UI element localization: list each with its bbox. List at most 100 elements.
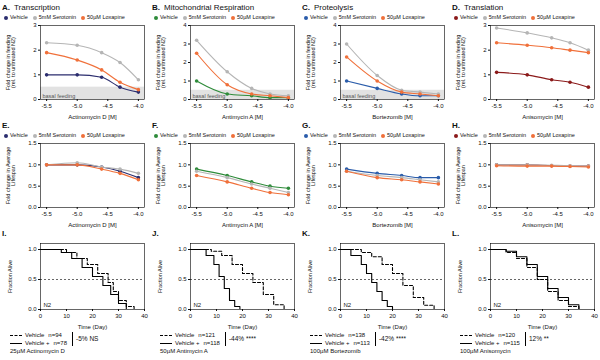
svg-text:0.0: 0.0 <box>178 306 187 312</box>
svg-text:0.5: 0.5 <box>178 183 187 189</box>
svg-text:-5.5: -5.5 <box>491 211 502 217</box>
svg-text:4: 4 <box>183 22 187 28</box>
svg-text:Time (Day): Time (Day) <box>78 324 107 330</box>
svg-text:Fold change in AverageLifespan: Fold change in AverageLifespan <box>155 147 167 205</box>
svg-text:1.0: 1.0 <box>478 246 487 252</box>
svg-text:N2: N2 <box>44 302 52 308</box>
svg-text:Time (Day): Time (Day) <box>378 324 407 330</box>
svg-text:Fraction Alive: Fraction Alive <box>457 260 463 293</box>
svg-text:-4.0: -4.0 <box>133 211 144 217</box>
svg-text:-4.5: -4.5 <box>103 103 114 109</box>
svg-text:2: 2 <box>33 47 37 53</box>
svg-text:-5.0: -5.0 <box>372 211 383 217</box>
svg-text:20: 20 <box>389 313 396 319</box>
svg-text:0.0: 0.0 <box>478 204 487 210</box>
svg-text:Fold change in feeding(rel. to: Fold change in feeding(rel. to untreated… <box>155 35 167 91</box>
svg-text:40: 40 <box>141 313 148 319</box>
svg-text:-5.5: -5.5 <box>341 211 352 217</box>
svg-text:Fold change in AverageLifespan: Fold change in AverageLifespan <box>305 147 317 205</box>
svg-text:3: 3 <box>333 41 337 47</box>
svg-text:1.5: 1.5 <box>328 140 337 146</box>
svg-text:1.0: 1.0 <box>328 162 337 168</box>
svg-text:0: 0 <box>339 313 343 319</box>
svg-text:30: 30 <box>115 313 122 319</box>
svg-text:Fold change in feeding(rel. to: Fold change in feeding(rel. to untreated… <box>305 35 317 91</box>
svg-text:-5.5: -5.5 <box>191 103 202 109</box>
svg-text:N2: N2 <box>494 302 502 308</box>
svg-text:-5.5: -5.5 <box>341 103 352 109</box>
svg-text:1.5: 1.5 <box>478 140 487 146</box>
svg-text:-5.5: -5.5 <box>41 103 52 109</box>
svg-text:0.0: 0.0 <box>328 204 337 210</box>
svg-text:0.0: 0.0 <box>328 306 337 312</box>
svg-text:1.0: 1.0 <box>328 246 337 252</box>
svg-text:2: 2 <box>483 47 487 53</box>
svg-text:-4.0: -4.0 <box>583 103 594 109</box>
svg-text:1.0: 1.0 <box>178 162 187 168</box>
svg-text:1: 1 <box>33 72 37 78</box>
svg-text:0.0: 0.0 <box>478 306 487 312</box>
svg-text:Fold change in AverageLifespan: Fold change in AverageLifespan <box>455 147 467 205</box>
svg-text:-4.0: -4.0 <box>433 103 444 109</box>
svg-text:Antimycin A [M]: Antimycin A [M] <box>222 114 263 120</box>
svg-text:Actinomycin D [M]: Actinomycin D [M] <box>68 114 117 120</box>
svg-text:-5.5: -5.5 <box>491 103 502 109</box>
svg-text:-4.5: -4.5 <box>403 103 414 109</box>
svg-text:20: 20 <box>539 313 546 319</box>
svg-text:3: 3 <box>483 22 487 28</box>
svg-text:1.0: 1.0 <box>28 162 37 168</box>
svg-text:0.5: 0.5 <box>178 276 187 282</box>
svg-text:Anisomycin [M]: Anisomycin [M] <box>522 114 563 120</box>
svg-text:-4.5: -4.5 <box>253 211 264 217</box>
svg-text:N2: N2 <box>194 302 202 308</box>
svg-text:N2: N2 <box>344 302 352 308</box>
svg-text:Fraction Alive: Fraction Alive <box>7 260 13 293</box>
svg-text:1.0: 1.0 <box>28 246 37 252</box>
svg-text:Bortezomib [M]: Bortezomib [M] <box>372 114 413 120</box>
svg-text:40: 40 <box>591 313 598 319</box>
svg-text:-5.0: -5.0 <box>72 103 83 109</box>
svg-text:0: 0 <box>333 96 337 102</box>
svg-text:Anisomycin [M]: Anisomycin [M] <box>522 222 563 228</box>
svg-text:-4.0: -4.0 <box>133 103 144 109</box>
svg-text:Antimycin A [M]: Antimycin A [M] <box>222 222 263 228</box>
svg-text:2: 2 <box>333 59 337 65</box>
svg-text:0.5: 0.5 <box>328 276 337 282</box>
svg-text:1.0: 1.0 <box>178 246 187 252</box>
svg-text:3: 3 <box>183 41 187 47</box>
svg-text:40: 40 <box>291 313 298 319</box>
svg-text:-4.0: -4.0 <box>283 211 294 217</box>
svg-text:10: 10 <box>63 313 70 319</box>
svg-text:10: 10 <box>363 313 370 319</box>
svg-text:-4.0: -4.0 <box>583 211 594 217</box>
svg-text:1: 1 <box>183 78 187 84</box>
svg-text:Fold change in AverageLifespan: Fold change in AverageLifespan <box>5 147 17 205</box>
svg-text:Fraction Alive: Fraction Alive <box>157 260 163 293</box>
svg-text:20: 20 <box>89 313 96 319</box>
svg-text:0: 0 <box>189 313 193 319</box>
svg-text:0: 0 <box>33 96 37 102</box>
svg-text:0.5: 0.5 <box>28 183 37 189</box>
svg-text:0.5: 0.5 <box>478 276 487 282</box>
svg-text:3: 3 <box>33 22 37 28</box>
svg-text:Fold change in feeding(rel. to: Fold change in feeding(rel. to untreated… <box>455 35 467 91</box>
svg-text:-5.0: -5.0 <box>222 211 233 217</box>
svg-text:Time (Day): Time (Day) <box>228 324 257 330</box>
svg-text:30: 30 <box>265 313 272 319</box>
svg-text:1: 1 <box>333 78 337 84</box>
svg-text:-4.0: -4.0 <box>433 211 444 217</box>
svg-text:Fold change in feeding(rel. to: Fold change in feeding(rel. to untreated… <box>5 35 17 91</box>
svg-text:-5.0: -5.0 <box>372 103 383 109</box>
svg-text:Time (Day): Time (Day) <box>528 324 557 330</box>
svg-text:-5.5: -5.5 <box>41 211 52 217</box>
svg-text:1.5: 1.5 <box>178 140 187 146</box>
svg-text:1.0: 1.0 <box>478 162 487 168</box>
svg-text:-5.0: -5.0 <box>72 211 83 217</box>
svg-text:0.0: 0.0 <box>28 204 37 210</box>
svg-text:Fraction Alive: Fraction Alive <box>307 260 313 293</box>
svg-text:-4.5: -4.5 <box>553 103 564 109</box>
svg-text:40: 40 <box>441 313 448 319</box>
svg-text:-5.0: -5.0 <box>522 103 533 109</box>
svg-text:-4.5: -4.5 <box>253 103 264 109</box>
svg-text:0: 0 <box>39 313 43 319</box>
